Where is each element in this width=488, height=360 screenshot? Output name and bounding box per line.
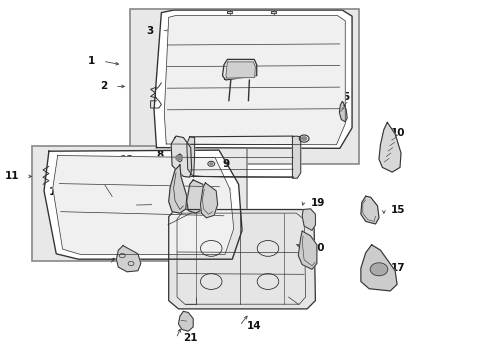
Polygon shape — [222, 59, 256, 80]
Text: 18: 18 — [173, 155, 188, 165]
Text: 9: 9 — [222, 159, 229, 169]
Text: 16: 16 — [212, 135, 227, 145]
Circle shape — [175, 156, 181, 160]
Polygon shape — [200, 183, 217, 218]
Text: 8: 8 — [156, 150, 163, 160]
Text: 5: 5 — [342, 92, 349, 102]
Text: 17: 17 — [390, 263, 405, 273]
Circle shape — [369, 263, 387, 276]
Text: 20: 20 — [310, 243, 325, 253]
Polygon shape — [178, 311, 193, 331]
Polygon shape — [271, 11, 276, 13]
Polygon shape — [292, 136, 300, 178]
Polygon shape — [227, 11, 232, 13]
Polygon shape — [378, 122, 400, 172]
Bar — [129, 9, 359, 164]
Polygon shape — [164, 15, 345, 145]
Polygon shape — [44, 150, 242, 259]
Polygon shape — [116, 246, 141, 272]
Text: 11: 11 — [5, 171, 20, 181]
Polygon shape — [168, 165, 186, 213]
Polygon shape — [186, 137, 194, 177]
Circle shape — [301, 137, 306, 140]
Text: 22: 22 — [217, 186, 232, 197]
Polygon shape — [298, 231, 316, 269]
Polygon shape — [53, 156, 233, 255]
Polygon shape — [186, 180, 205, 213]
Text: 14: 14 — [246, 321, 261, 331]
Text: 15: 15 — [390, 204, 405, 215]
Text: 12: 12 — [49, 186, 63, 197]
Polygon shape — [360, 196, 378, 224]
Polygon shape — [302, 209, 315, 230]
Polygon shape — [339, 102, 346, 122]
Text: 13: 13 — [120, 155, 134, 165]
Polygon shape — [154, 10, 351, 148]
Text: 6: 6 — [312, 125, 320, 135]
Text: 1: 1 — [88, 56, 95, 66]
Polygon shape — [168, 210, 315, 309]
Circle shape — [209, 163, 212, 165]
Text: 3: 3 — [146, 26, 154, 36]
Text: 21: 21 — [183, 333, 198, 343]
Text: 23: 23 — [117, 260, 132, 270]
Polygon shape — [225, 62, 255, 78]
Text: 10: 10 — [390, 128, 405, 138]
Bar — [32, 146, 246, 261]
Text: 4: 4 — [95, 184, 102, 194]
Polygon shape — [171, 136, 191, 177]
Polygon shape — [360, 245, 396, 291]
Text: 7: 7 — [271, 51, 278, 61]
Text: 2: 2 — [100, 81, 107, 91]
Text: 19: 19 — [310, 198, 324, 208]
